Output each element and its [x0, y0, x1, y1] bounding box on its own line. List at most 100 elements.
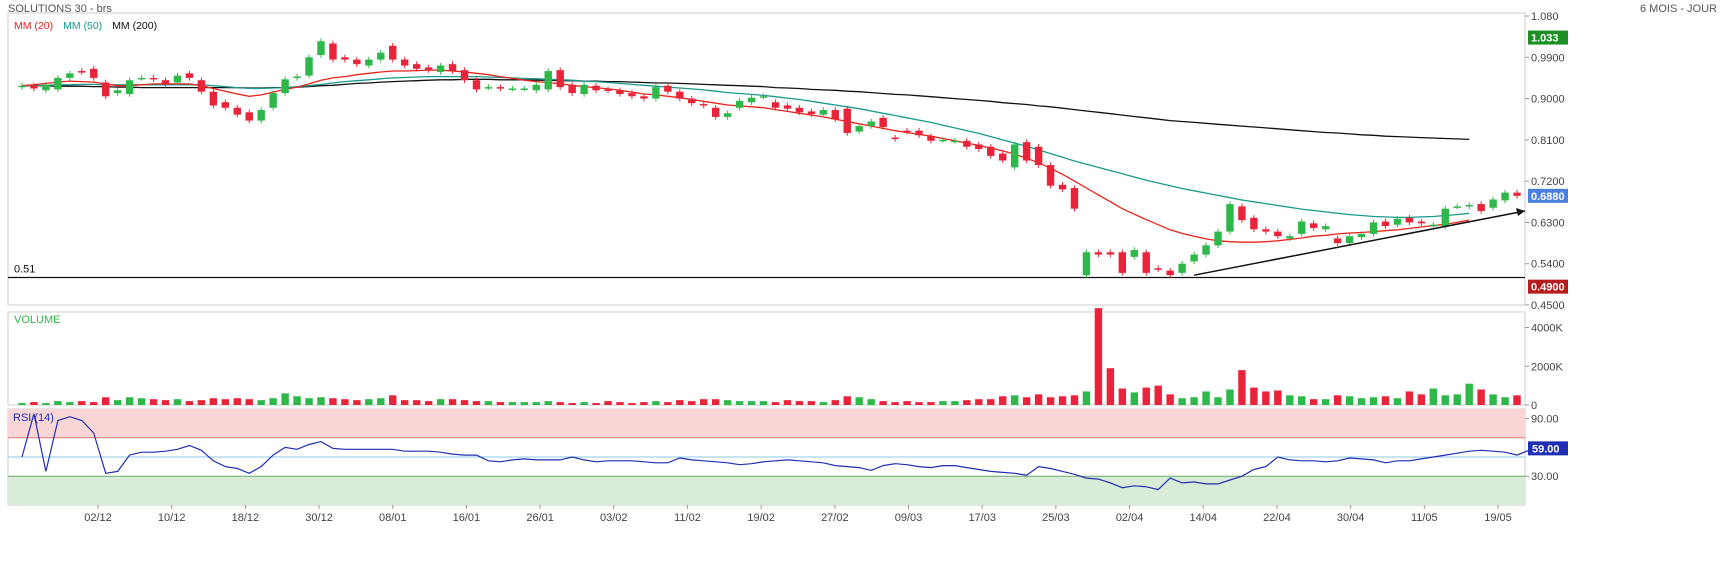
- volume-bar: [90, 402, 98, 405]
- candle-body: [197, 80, 206, 92]
- candle-body: [831, 110, 839, 120]
- volume-bar: [389, 395, 397, 405]
- volume-tick-label: 4000K: [1531, 323, 1563, 335]
- ma20-line: [21, 69, 1470, 243]
- date-label: 30/12: [305, 512, 333, 524]
- candle-body: [1369, 222, 1378, 234]
- volume-bar: [78, 401, 86, 405]
- volume-bar: [544, 401, 552, 405]
- volume-bar: [879, 401, 887, 405]
- candle-body: [1453, 206, 1461, 208]
- volume-bar: [1477, 389, 1485, 405]
- volume-bar: [113, 400, 122, 405]
- volume-bar: [987, 399, 995, 405]
- chart-title: SOLUTIONS 30 - brs: [8, 3, 112, 15]
- candle-body: [1082, 252, 1091, 276]
- candle-body: [1501, 192, 1509, 201]
- candle-body: [1166, 270, 1174, 276]
- candle-body: [460, 70, 469, 81]
- candle-body: [532, 84, 540, 91]
- volume-bar: [640, 402, 648, 405]
- candle-body: [1046, 165, 1055, 186]
- candle-body: [1345, 236, 1354, 244]
- candle-body: [1309, 223, 1318, 228]
- candle-body: [78, 71, 86, 73]
- candle-body: [1274, 231, 1282, 237]
- ma-legend: MM (20) MM (50) MM (200): [14, 20, 167, 32]
- volume-bar: [1465, 383, 1473, 405]
- volume-bar: [424, 401, 433, 405]
- volume-bar: [209, 398, 218, 405]
- volume-bar: [532, 402, 540, 405]
- volume-bar: [1226, 389, 1234, 405]
- volume-bar: [1286, 395, 1294, 405]
- volume-bar: [125, 397, 134, 405]
- volume-bar: [1513, 395, 1521, 405]
- date-label: 18/12: [232, 512, 260, 524]
- candle-body: [915, 130, 923, 136]
- volume-bar: [711, 399, 720, 405]
- volume-bar: [1106, 368, 1115, 405]
- candle-body: [867, 121, 875, 127]
- volume-bar: [341, 399, 349, 405]
- date-label: 30/04: [1337, 512, 1365, 524]
- date-label: 27/02: [821, 512, 849, 524]
- volume-bar: [1262, 391, 1270, 405]
- volume-bar: [616, 402, 624, 405]
- candle-body: [879, 117, 887, 128]
- date-label: 26/01: [526, 512, 554, 524]
- candle-body: [1441, 208, 1449, 227]
- candle-body: [377, 52, 385, 60]
- volume-bar: [293, 396, 301, 405]
- candle-body: [688, 98, 696, 104]
- volume-bar: [173, 399, 182, 405]
- volume-bar: [54, 401, 62, 405]
- price-tick-label: 0.4500: [1531, 300, 1565, 312]
- volume-bar: [927, 402, 935, 405]
- volume-tick-label: 0: [1531, 400, 1537, 412]
- candle-body: [329, 43, 337, 60]
- candle-body: [1262, 229, 1270, 232]
- candle-body: [903, 130, 911, 133]
- volume-bar: [1345, 396, 1354, 405]
- volume-bar: [747, 401, 756, 405]
- volume-bar: [448, 399, 457, 405]
- volume-bar: [831, 400, 839, 405]
- candle-body: [771, 102, 780, 108]
- candle-body: [1286, 236, 1294, 239]
- volume-bar: [1333, 395, 1342, 405]
- candle-body: [1130, 249, 1138, 257]
- volume-bar: [951, 401, 959, 405]
- trend-arrow-icon: [1516, 207, 1525, 216]
- candle-body: [819, 110, 828, 115]
- candle-body: [448, 64, 457, 72]
- volume-bar: [867, 399, 875, 405]
- candle-body: [137, 77, 146, 80]
- date-label: 11/05: [1411, 512, 1438, 524]
- date-label: 22/04: [1263, 512, 1291, 524]
- candle-body: [341, 57, 349, 60]
- rsi-line: [21, 413, 1530, 491]
- date-label: 19/05: [1484, 512, 1512, 524]
- support-line-label: 0.51: [14, 263, 35, 275]
- candle-body: [520, 88, 529, 90]
- candle-body: [1034, 146, 1043, 166]
- volume-bar: [149, 399, 158, 405]
- candle-body: [30, 85, 38, 89]
- candle-body: [1513, 192, 1521, 196]
- candle-body: [747, 97, 756, 103]
- high-badge-bg: [1528, 30, 1568, 45]
- candle-body: [891, 137, 899, 140]
- candle-body: [1094, 252, 1103, 255]
- volume-bar: [520, 402, 529, 405]
- legend-ma20: MM (20): [14, 20, 54, 32]
- volume-bar: [819, 402, 828, 405]
- volume-bar: [735, 401, 744, 405]
- volume-bar: [1010, 395, 1019, 405]
- volume-bar: [1393, 398, 1402, 405]
- volume-bar: [771, 402, 780, 405]
- volume-bar: [700, 399, 708, 405]
- trend-line: [1193, 210, 1526, 276]
- low-badge: 0.4900: [1531, 282, 1565, 294]
